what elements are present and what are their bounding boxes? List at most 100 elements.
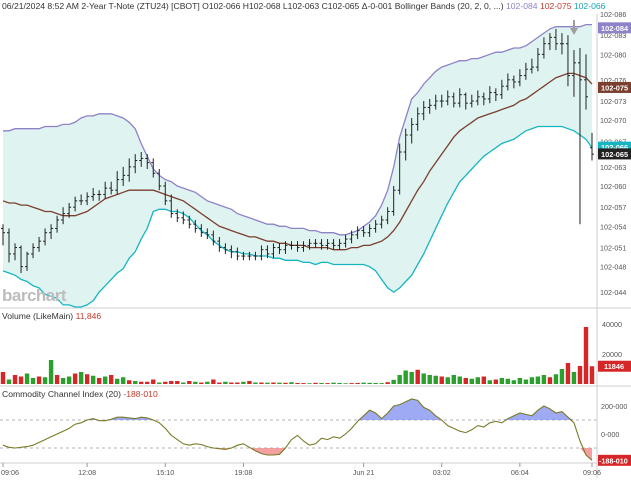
volume-bar xyxy=(517,378,523,384)
volume-bar xyxy=(493,379,499,384)
ohlc-bar xyxy=(253,251,258,261)
x-tick-label: 09:06 xyxy=(1,468,19,477)
ohlc-bar xyxy=(361,226,366,237)
price-tick-label: 102-051 xyxy=(600,244,626,253)
ohlc-bar xyxy=(325,239,330,250)
ohlc-bar xyxy=(13,243,18,261)
ohlc-bar xyxy=(535,47,540,72)
volume-bar xyxy=(475,377,481,384)
ohlc-bar xyxy=(385,207,390,225)
price-tick-label: 102-063 xyxy=(600,163,626,172)
volume-bar xyxy=(18,376,24,384)
volume-bar xyxy=(373,382,378,384)
volume-bar xyxy=(181,382,186,384)
band-fill xyxy=(3,24,592,307)
volume-bar xyxy=(108,375,114,384)
ohlc-bar xyxy=(529,58,534,74)
ohlc-bar xyxy=(295,241,300,252)
volume-bar xyxy=(120,377,126,384)
volume-bar xyxy=(385,382,390,384)
ohlc-bar xyxy=(415,107,420,131)
price-tick-label: 102-073 xyxy=(600,97,626,106)
price-tag-box xyxy=(598,148,631,160)
volume-bar xyxy=(391,379,396,384)
last-bar-marker xyxy=(570,20,578,35)
price-tick-label: 102-080 xyxy=(600,50,626,59)
volume-bar xyxy=(127,380,132,384)
volume-bar xyxy=(553,374,559,384)
volume-title: Volume (LikeMain) xyxy=(2,311,74,321)
ohlc-bar xyxy=(499,79,504,99)
ohlc-bar xyxy=(277,243,282,254)
upper-band-value: 102-084 xyxy=(506,1,538,11)
volume-bar xyxy=(511,380,517,384)
x-tick-label: 06:04 xyxy=(511,468,529,477)
volume-bar xyxy=(193,381,198,384)
ohlc-bar xyxy=(403,128,408,161)
price-tick-label: 102-083 xyxy=(600,31,626,40)
ohlc-bar xyxy=(127,158,132,182)
x-tick-label: 15:10 xyxy=(156,468,174,477)
ohlc-bar xyxy=(205,228,210,240)
volume-bar xyxy=(313,382,318,384)
volume-bar xyxy=(24,373,30,384)
price-tag-box xyxy=(598,141,631,153)
x-tick-label: 09:06 xyxy=(583,468,601,477)
volume-bar xyxy=(349,383,354,384)
ohlc-bar xyxy=(271,243,276,259)
volume-bar xyxy=(565,363,571,384)
ohlc-bar xyxy=(541,37,546,59)
ohlc-bar xyxy=(565,35,570,87)
volume-bar xyxy=(529,377,535,384)
ohlc-bar xyxy=(547,33,552,51)
volume-bar xyxy=(571,372,577,384)
volume-bar xyxy=(145,381,150,384)
volume-bar xyxy=(433,375,438,384)
volume-bar xyxy=(72,373,78,384)
volume-bar xyxy=(451,375,456,384)
ohlc-bar xyxy=(445,90,450,106)
down-arrow-icon[interactable] xyxy=(570,28,578,35)
ohlc-bar xyxy=(67,202,72,218)
ohlc-bar xyxy=(139,152,144,167)
volume-bar xyxy=(325,383,330,384)
ohlc-bar xyxy=(583,54,588,110)
price-tag: 102-084 xyxy=(598,22,631,34)
chart-header: 06/21/2024 8:52 AM 2-Year T-Note (ZTU24)… xyxy=(2,1,605,11)
price-tick-label: 102-044 xyxy=(600,288,626,297)
ohlc-bar xyxy=(493,88,498,102)
volume-bar xyxy=(487,380,493,384)
volume-bar xyxy=(0,372,6,384)
volume-panel-header: Volume (LikeMain) 11,846 xyxy=(2,311,101,321)
cci-tick-label: 200-000 xyxy=(601,402,627,411)
x-tick-label: 03:02 xyxy=(433,468,451,477)
ohlc-bar xyxy=(37,236,42,252)
price-tick-label: 102-054 xyxy=(600,222,626,231)
volume-bar xyxy=(403,370,408,384)
ohlc-bar xyxy=(187,215,192,229)
ohlc-bar xyxy=(355,226,360,240)
ohlc-bar xyxy=(289,241,294,250)
ohlc-bar xyxy=(517,69,522,87)
lower-band-line xyxy=(2,125,593,308)
ohlc-bar xyxy=(463,92,468,110)
volume-bar xyxy=(54,375,60,384)
volume-bar xyxy=(12,375,18,384)
ohlc-bar xyxy=(523,62,528,80)
volume-bar xyxy=(439,376,444,384)
ohlc-bar xyxy=(235,247,240,261)
volume-bar xyxy=(481,376,487,384)
volume-bar xyxy=(421,373,426,384)
ohlc-bar xyxy=(301,241,306,252)
price-tick-label: 102-060 xyxy=(600,182,626,191)
volume-bar xyxy=(535,376,541,384)
volume-bar xyxy=(343,383,348,384)
volume-bar xyxy=(169,381,174,384)
volume-bar xyxy=(331,382,336,384)
ohlc-bar xyxy=(61,207,66,225)
price-tick-label: 102-086 xyxy=(600,10,626,19)
volume-bar xyxy=(355,382,360,384)
middle-band-value: 102-075 xyxy=(539,1,572,11)
volume-bar xyxy=(277,382,282,384)
volume-bar xyxy=(469,378,475,384)
